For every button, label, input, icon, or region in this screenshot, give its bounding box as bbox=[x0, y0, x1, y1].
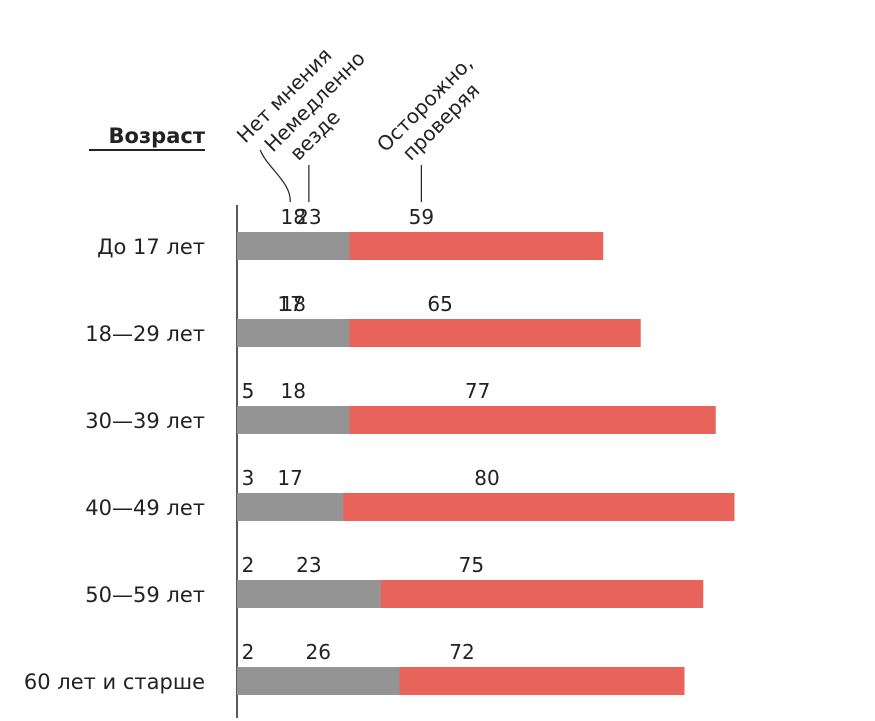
header-leader-line bbox=[259, 149, 291, 203]
data-label: 72 bbox=[449, 640, 474, 664]
data-label: 59 bbox=[409, 205, 434, 229]
bar-segment bbox=[237, 580, 381, 608]
data-label: 17 bbox=[277, 292, 302, 316]
category-label: 40—49 лет bbox=[85, 496, 205, 520]
data-label: 17 bbox=[277, 466, 302, 490]
data-label: 80 bbox=[474, 466, 499, 490]
data-label: 3 bbox=[242, 466, 255, 490]
category-label: 60 лет и старше bbox=[24, 670, 205, 694]
data-label: 75 bbox=[459, 553, 484, 577]
data-label: 65 bbox=[427, 292, 452, 316]
category-label: 50—59 лет bbox=[85, 583, 205, 607]
bar-segment bbox=[237, 667, 400, 695]
data-label: 18 bbox=[281, 379, 306, 403]
data-label: 26 bbox=[306, 640, 331, 664]
bar-segment bbox=[237, 232, 350, 260]
series-name: Осторожно,проверяя bbox=[372, 51, 495, 174]
data-label: 18 bbox=[281, 292, 306, 316]
category-label: 30—39 лет bbox=[85, 409, 205, 433]
bar-segment bbox=[237, 493, 344, 521]
data-label: 2 bbox=[242, 553, 255, 577]
bar-segment bbox=[237, 319, 350, 347]
data-label: 2 bbox=[242, 640, 255, 664]
data-label: 18 bbox=[281, 205, 306, 229]
series-header: Осторожно,проверяя bbox=[372, 51, 495, 202]
bar-segment bbox=[237, 406, 350, 434]
chart-title: Возраст bbox=[109, 124, 206, 148]
category-label: До 17 лет bbox=[97, 235, 205, 259]
category-label: 18—29 лет bbox=[85, 322, 205, 346]
data-label: 77 bbox=[465, 379, 490, 403]
data-label: 23 bbox=[296, 553, 321, 577]
data-label: 23 bbox=[296, 205, 321, 229]
data-label: 5 bbox=[242, 379, 255, 403]
